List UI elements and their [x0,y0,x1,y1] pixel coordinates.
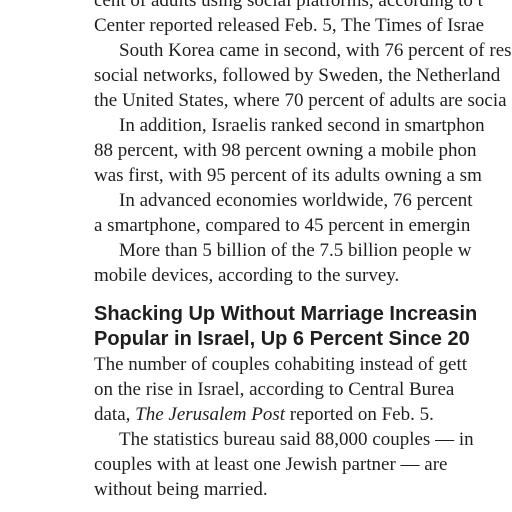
publication-name: The Jerusalem Post [135,404,286,425]
body-line: Center reported released Feb. 5, The Tim… [94,15,485,36]
body-line: social networks, followed by Sweden, the… [94,65,501,86]
body-line: was first, with 95 percent of its adults… [94,165,482,186]
article-column: cent of adults using social platforms, a… [94,0,512,502]
body-line: on the rise in Israel, according to Cent… [94,379,455,400]
body-line: without being married. [94,479,268,500]
paragraph-start-line: South Korea came in second, with 76 perc… [119,40,512,61]
body-line: 88 percent, with 98 percent owning a mob… [94,140,477,161]
article-headline-line-2: Popular in Israel, Up 6 Percent Since 20 [94,328,470,350]
paragraph-start-line: More than 5 billion of the 7.5 billion p… [119,240,472,261]
body-line: mobile devices, according to the survey. [94,265,400,286]
body-line: couples with at least one Jewish partner… [94,454,448,475]
body-line-with-citation: data, The Jerusalem Post reported on Feb… [94,402,512,427]
text-fragment: reported on Feb. 5. [285,404,434,425]
paragraph-start-line: In addition, Israelis ranked second in s… [119,115,485,136]
paragraph-start-line: In advanced economies worldwide, 76 perc… [119,190,473,211]
body-line: a smartphone, compared to 45 percent in … [94,215,471,236]
section-gap [94,288,512,302]
text-fragment: data, [94,404,136,425]
body-line: the United States, where 70 percent of a… [94,90,507,111]
paragraph-start-line: The statistics bureau said 88,000 couple… [119,429,474,450]
body-line: cent of adults using social platforms, a… [94,0,483,11]
body-line: The number of couples cohabiting instead… [94,354,468,375]
article-headline-line-1: Shacking Up Without Marriage Increasin [94,303,478,325]
